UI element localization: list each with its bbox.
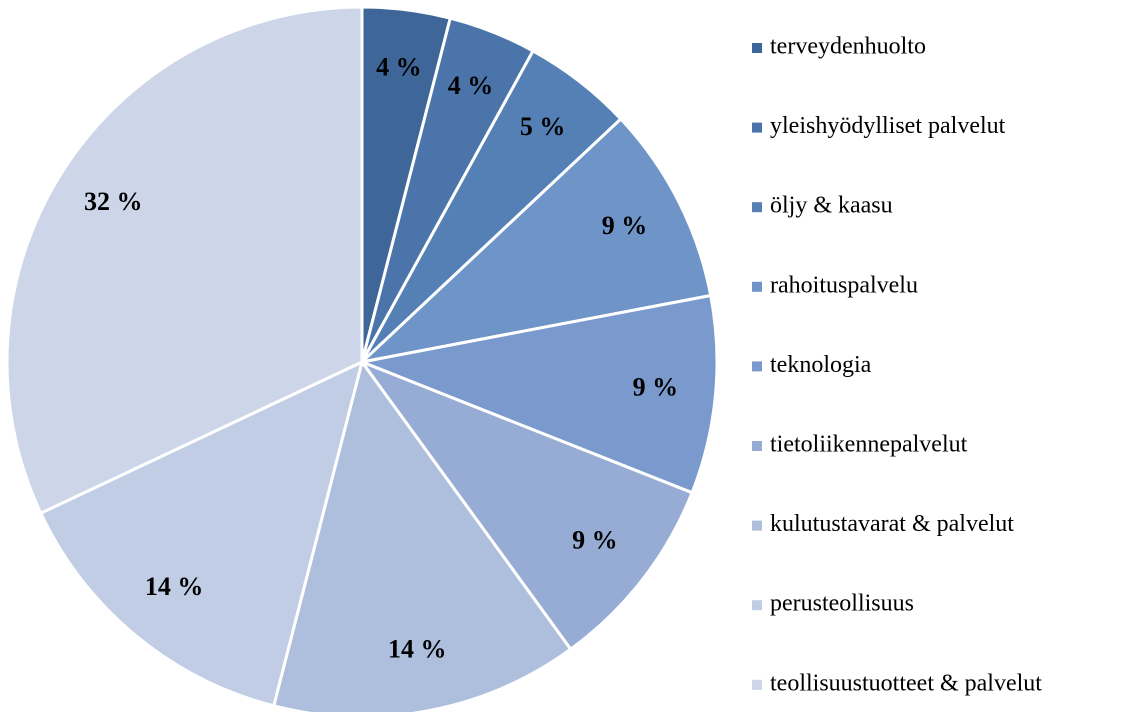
legend-swatch xyxy=(752,441,762,451)
legend-label: öljy & kaasu xyxy=(770,193,893,219)
slice-label: 9 % xyxy=(602,211,648,240)
legend-label: perusteollisuus xyxy=(770,591,914,617)
legend-swatch xyxy=(752,43,762,53)
slice-label: 9 % xyxy=(633,373,679,402)
slice-label: 5 % xyxy=(520,112,566,141)
legend-label: rahoituspalvelu xyxy=(770,272,918,298)
legend-swatch xyxy=(752,600,762,611)
legend-label: terveydenhuolto xyxy=(770,34,926,60)
pie-slice xyxy=(357,116,713,365)
legend-label: yleishyödylliset palvelut xyxy=(770,113,1006,139)
legend-swatch xyxy=(752,361,762,372)
legend-swatch xyxy=(752,520,762,531)
pie-slice xyxy=(356,293,719,495)
slice-label: 32 % xyxy=(84,187,143,216)
pie-slice xyxy=(357,358,695,652)
legend-label: teollisuustuotteet & palvelut xyxy=(770,670,1042,696)
legend-label: tietoliikennepalvelut xyxy=(770,432,968,458)
legend-swatch xyxy=(752,679,762,690)
pie-slice xyxy=(5,5,364,516)
legend-label: teknologia xyxy=(770,352,872,378)
legend-label: kulutustavarat & palvelut xyxy=(770,511,1014,537)
slice-label: 14 % xyxy=(388,634,447,663)
pie-slice xyxy=(271,358,573,712)
slice-label: 14 % xyxy=(145,572,204,601)
legend-swatch xyxy=(752,122,762,133)
legend-swatch xyxy=(752,202,762,213)
slice-label: 4 % xyxy=(376,53,422,82)
legend-swatch xyxy=(752,281,762,292)
slice-label: 9 % xyxy=(572,526,618,555)
slice-label: 4 % xyxy=(448,71,494,100)
pie-slice xyxy=(38,359,365,708)
